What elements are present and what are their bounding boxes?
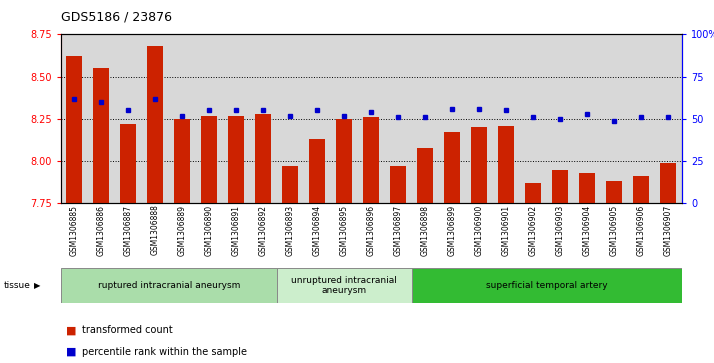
- Bar: [606, 182, 623, 203]
- Bar: [282, 166, 298, 203]
- Bar: [66, 56, 82, 203]
- Text: superficial temporal artery: superficial temporal artery: [486, 281, 608, 290]
- Bar: [498, 126, 514, 203]
- Bar: [147, 46, 164, 203]
- Bar: [552, 170, 568, 203]
- Text: GSM1306905: GSM1306905: [610, 205, 619, 256]
- Text: GSM1306897: GSM1306897: [394, 205, 403, 256]
- Text: ■: ■: [66, 347, 77, 357]
- Text: GSM1306892: GSM1306892: [258, 205, 268, 256]
- Bar: [417, 148, 433, 203]
- Text: GSM1306898: GSM1306898: [421, 205, 430, 256]
- Text: GSM1306894: GSM1306894: [313, 205, 322, 256]
- Text: unruptured intracranial
aneurysm: unruptured intracranial aneurysm: [291, 276, 397, 295]
- FancyBboxPatch shape: [412, 268, 682, 303]
- Text: GSM1306902: GSM1306902: [529, 205, 538, 256]
- Bar: [174, 119, 191, 203]
- Text: GSM1306906: GSM1306906: [637, 205, 646, 256]
- Bar: [120, 124, 136, 203]
- Bar: [471, 127, 488, 203]
- Text: GSM1306899: GSM1306899: [448, 205, 457, 256]
- Text: GSM1306891: GSM1306891: [232, 205, 241, 256]
- Text: tissue: tissue: [4, 281, 31, 290]
- Bar: [228, 115, 244, 203]
- Text: GSM1306890: GSM1306890: [205, 205, 213, 256]
- Text: GSM1306900: GSM1306900: [475, 205, 484, 256]
- Text: GSM1306904: GSM1306904: [583, 205, 592, 256]
- Bar: [363, 117, 379, 203]
- Bar: [633, 176, 650, 203]
- Text: GSM1306893: GSM1306893: [286, 205, 295, 256]
- Bar: [93, 68, 109, 203]
- Bar: [309, 139, 326, 203]
- Bar: [660, 163, 676, 203]
- Bar: [526, 183, 541, 203]
- Text: GDS5186 / 23876: GDS5186 / 23876: [61, 11, 171, 24]
- Bar: [579, 173, 595, 203]
- Bar: [444, 132, 461, 203]
- Text: GSM1306885: GSM1306885: [70, 205, 79, 256]
- Text: GSM1306901: GSM1306901: [502, 205, 511, 256]
- Text: ▶: ▶: [34, 281, 41, 290]
- Text: GSM1306903: GSM1306903: [555, 205, 565, 256]
- Bar: [336, 119, 353, 203]
- Text: GSM1306886: GSM1306886: [96, 205, 106, 256]
- Bar: [390, 166, 406, 203]
- Text: GSM1306887: GSM1306887: [124, 205, 133, 256]
- Text: ruptured intracranial aneurysm: ruptured intracranial aneurysm: [98, 281, 240, 290]
- FancyBboxPatch shape: [277, 268, 412, 303]
- Text: GSM1306907: GSM1306907: [664, 205, 673, 256]
- Text: GSM1306888: GSM1306888: [151, 205, 160, 256]
- Text: transformed count: transformed count: [82, 325, 173, 335]
- Text: GSM1306889: GSM1306889: [178, 205, 187, 256]
- Text: GSM1306895: GSM1306895: [340, 205, 348, 256]
- Bar: [255, 114, 271, 203]
- Text: percentile rank within the sample: percentile rank within the sample: [82, 347, 247, 357]
- Text: GSM1306896: GSM1306896: [367, 205, 376, 256]
- Bar: [201, 115, 217, 203]
- Text: ■: ■: [66, 325, 77, 335]
- FancyBboxPatch shape: [61, 268, 277, 303]
